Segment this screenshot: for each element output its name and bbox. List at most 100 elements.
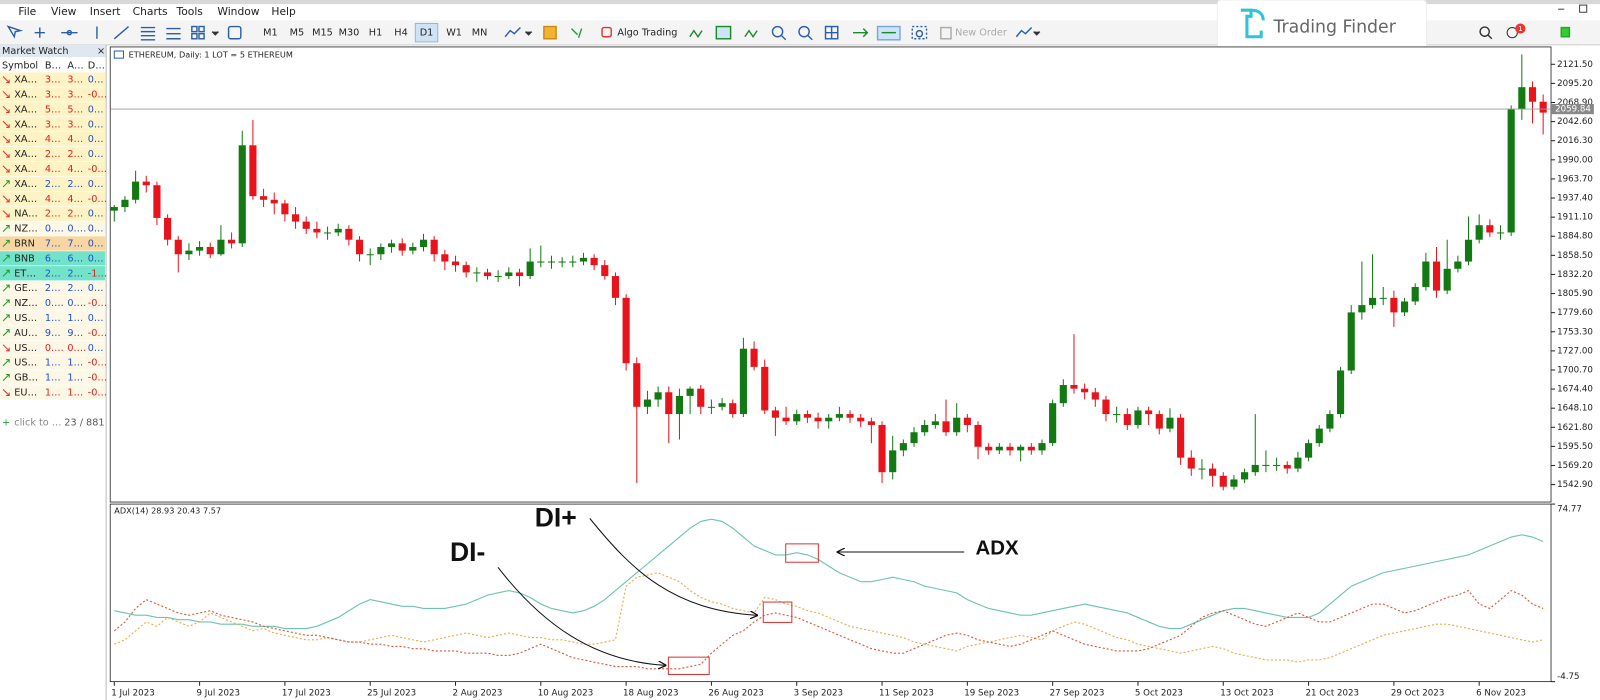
menu-item[interactable]: Help	[271, 5, 296, 18]
candle-body	[1113, 414, 1121, 416]
symbol: NA…	[14, 209, 38, 220]
new-order-button[interactable]: New Order	[955, 28, 1007, 39]
bid: 7…	[45, 238, 61, 249]
add-icon[interactable]: +	[2, 417, 10, 428]
menu-item[interactable]: Insert	[90, 5, 121, 18]
menu-item[interactable]: Window	[217, 5, 259, 18]
timeframe-button[interactable]: H1	[369, 28, 382, 39]
daily-change: -0…	[88, 89, 107, 100]
bid: 1…	[45, 387, 61, 398]
row-background[interactable]	[0, 281, 106, 296]
row-background[interactable]	[0, 72, 106, 87]
trend-arrow	[2, 105, 10, 113]
timeframe-button[interactable]: M5	[290, 28, 305, 39]
ask: 5…	[67, 104, 83, 115]
ask: 4…	[67, 164, 83, 175]
row-background[interactable]	[0, 191, 106, 206]
y-tick-label: 2016.30	[1557, 136, 1593, 146]
annotations: DI+ DI- ADX	[450, 502, 1019, 675]
row-background[interactable]	[0, 176, 106, 192]
row-background[interactable]	[0, 87, 106, 102]
x-tick-label: 1 Jul 2023	[111, 688, 154, 698]
candle-body	[260, 196, 268, 200]
candle-body	[1368, 297, 1377, 306]
candle-body	[505, 272, 513, 277]
row-background[interactable]	[0, 370, 106, 385]
timeframe-button[interactable]: D1	[420, 28, 434, 39]
y-tick-label: 1963.70	[1557, 174, 1593, 184]
candle-body	[1166, 417, 1174, 429]
timeframe-button[interactable]: M1	[263, 28, 278, 39]
bid: 4…	[45, 194, 61, 205]
ask: 2…	[67, 283, 83, 294]
row-background[interactable]	[0, 161, 106, 177]
indicator-title: ADX(14) 28.93 20.43 7.57	[114, 506, 221, 516]
row-background[interactable]	[0, 146, 106, 162]
candle-body	[547, 261, 556, 263]
symbol-count: 23 / 881	[64, 417, 104, 428]
timeframe-active	[414, 22, 439, 43]
symbol: US…	[14, 358, 37, 369]
candle-body	[1305, 443, 1313, 458]
candle-body	[718, 403, 726, 407]
row-background[interactable]	[0, 117, 106, 132]
candle-body	[643, 399, 652, 407]
bid: 0.…	[45, 298, 64, 309]
timeframe-button[interactable]: W1	[446, 28, 462, 39]
trend-arrow	[2, 239, 10, 247]
candle-body	[1347, 312, 1355, 371]
trend-arrow	[2, 91, 10, 99]
row-background[interactable]	[0, 251, 106, 266]
row-background[interactable]	[0, 266, 106, 281]
daily-change: 0…	[88, 75, 104, 86]
row-background[interactable]	[0, 221, 106, 236]
row-background[interactable]	[0, 236, 106, 251]
column-header: A…	[67, 60, 83, 71]
candle-body	[1358, 305, 1366, 313]
symbol: XA…	[14, 89, 37, 100]
bid: 2…	[45, 268, 61, 279]
bid: 3…	[45, 119, 61, 130]
candle-body	[153, 185, 161, 218]
timeframe-button[interactable]: MN	[472, 28, 488, 39]
menu-item[interactable]: Charts	[133, 5, 168, 18]
y-tick-label: 1621.80	[1557, 423, 1593, 433]
algo-trading-button[interactable]: Algo Trading	[617, 28, 677, 39]
candle-body	[1017, 446, 1025, 451]
row-background[interactable]	[0, 385, 106, 400]
menu-item[interactable]: Tools	[176, 5, 204, 18]
add-symbol[interactable]: click to …	[14, 417, 61, 428]
candle-body	[622, 297, 630, 364]
row-background[interactable]	[0, 206, 106, 221]
row-background[interactable]	[0, 310, 106, 326]
candle-body	[739, 348, 747, 415]
candle-body	[835, 414, 843, 418]
trend-arrow	[2, 210, 10, 218]
symbol: XA…	[14, 194, 37, 205]
ask: 1…	[67, 373, 83, 384]
arrow-di-plus	[589, 518, 757, 615]
timeframe-button[interactable]: M15	[312, 28, 333, 39]
timeframe-button[interactable]: M30	[339, 28, 360, 39]
daily-change: -1…	[88, 268, 107, 279]
ask: 2…	[67, 209, 83, 220]
maximize[interactable]	[1579, 4, 1588, 13]
candle-body	[878, 424, 886, 473]
ask: 0.…	[67, 343, 86, 354]
row-background[interactable]	[0, 102, 106, 117]
daily-change: -0…	[88, 328, 107, 339]
bid: 0.…	[45, 224, 64, 235]
close-button[interactable]: ×	[97, 46, 105, 57]
timeframe-button[interactable]: H4	[394, 28, 407, 39]
symbol: GB…	[14, 373, 38, 384]
row-background[interactable]	[0, 295, 106, 311]
row-background[interactable]	[0, 325, 106, 340]
row-background[interactable]	[0, 340, 106, 355]
row-background[interactable]	[0, 132, 106, 147]
column-header: Symbol	[2, 60, 38, 71]
candle-body	[611, 276, 620, 298]
candle-body	[697, 388, 705, 407]
menu-item[interactable]: View	[51, 5, 77, 18]
menu-item[interactable]: File	[18, 5, 36, 18]
row-background[interactable]	[0, 355, 106, 370]
